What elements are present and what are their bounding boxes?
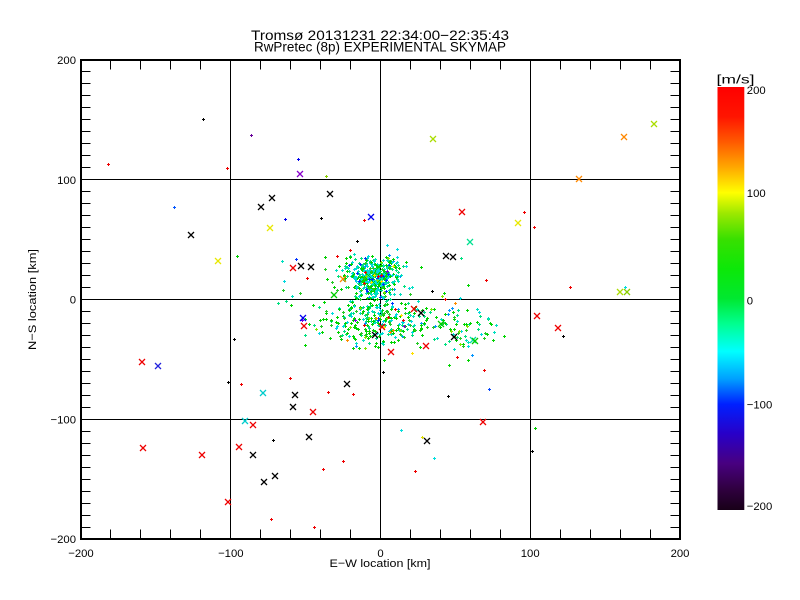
svg-text:100: 100 <box>521 548 540 560</box>
svg-text:200: 200 <box>747 85 766 97</box>
svg-text:[m/s]: [m/s] <box>717 73 755 87</box>
svg-text:100: 100 <box>57 175 76 187</box>
svg-text:Tromsø 20131231 22:34:00−22:35: Tromsø 20131231 22:34:00−22:35:43 <box>251 28 509 44</box>
svg-text:RwPretec (8p) EXPERIMENTAL SKY: RwPretec (8p) EXPERIMENTAL SKYMAP <box>254 40 506 56</box>
svg-text:0: 0 <box>70 295 76 307</box>
svg-text:−100: −100 <box>747 399 772 411</box>
svg-text:−100: −100 <box>51 414 76 426</box>
svg-text:−200: −200 <box>68 548 93 560</box>
svg-text:N−S location [km]: N−S location [km] <box>27 249 39 350</box>
svg-text:0: 0 <box>377 548 383 560</box>
svg-text:0: 0 <box>747 296 753 308</box>
svg-text:200: 200 <box>57 55 76 67</box>
svg-text:100: 100 <box>747 188 766 200</box>
svg-text:200: 200 <box>671 548 690 560</box>
svg-text:E−W location [km]: E−W location [km] <box>330 558 431 570</box>
svg-text:−100: −100 <box>218 548 243 560</box>
svg-text:−200: −200 <box>51 534 76 546</box>
svg-text:−200: −200 <box>747 501 772 513</box>
